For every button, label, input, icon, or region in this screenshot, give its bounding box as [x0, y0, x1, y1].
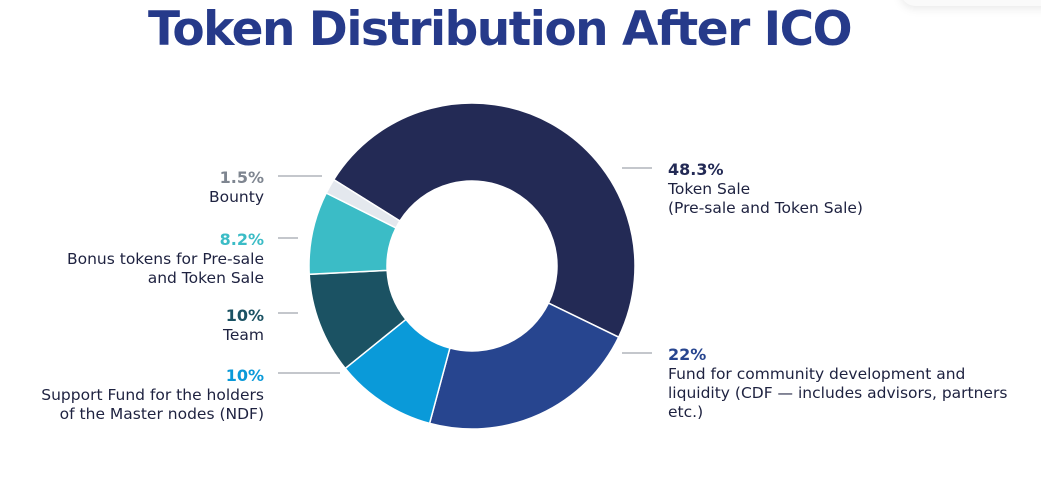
slice-label-line: liquidity (CDF — includes advisors, part…	[668, 384, 1008, 402]
slice-label-line: and Token Sale	[147, 269, 264, 287]
slice-percent: 1.5%	[219, 168, 264, 187]
donut-slice-0	[332, 102, 636, 339]
slice-label-0: 48.3% Token Sale (Pre-sale and Token Sale)	[668, 160, 863, 218]
slice-label-line: Bounty	[208, 188, 264, 206]
slice-percent: 10%	[225, 306, 264, 325]
slice-label-1: 22% Fund for community development and liq…	[668, 345, 1007, 422]
slice-percent: 10%	[225, 366, 264, 385]
slice-label-line: Token Sale	[668, 180, 751, 198]
chart-title: Token Distribution After ICO	[148, 2, 853, 57]
slice-label-line: Team	[223, 326, 264, 344]
slice-label-line: (Pre-sale and Token Sale)	[668, 199, 863, 217]
slice-label-4: 8.2% Bonus tokens for Pre-sale and Token S…	[67, 230, 264, 288]
slice-label-5: 1.5% Bounty	[209, 168, 264, 207]
slice-label-line: Fund for community development and	[668, 365, 966, 383]
slice-percent: 48.3%	[668, 160, 724, 179]
slice-label-line: Bonus tokens for Pre-sale	[66, 250, 264, 268]
slice-percent: 22%	[668, 345, 707, 364]
slice-label-3: 10% Team	[223, 306, 264, 345]
slice-percent: 8.2%	[219, 230, 264, 249]
slice-label-line: etc.)	[668, 403, 704, 421]
donut-slice-1	[428, 302, 620, 430]
slice-label-line: of the Master nodes (NDF)	[59, 405, 264, 423]
slice-label-line: Support Fund for the holders	[41, 386, 264, 404]
window-corner-shadow	[901, 0, 1041, 6]
slice-label-2: 10% Support Fund for the holders of the Ma…	[41, 366, 264, 424]
donut-slice-5	[325, 178, 401, 229]
